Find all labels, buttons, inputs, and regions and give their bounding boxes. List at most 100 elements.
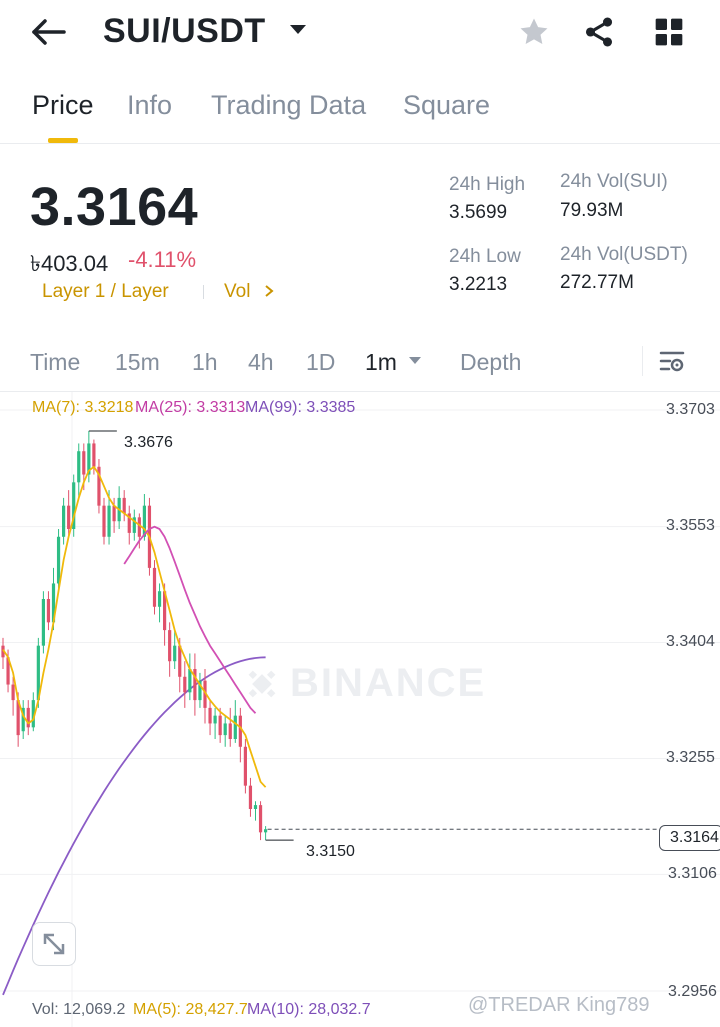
candle-body [203,680,207,708]
y-axis-label: 3.3255 [666,749,715,766]
candle-body [127,513,131,533]
candle-body [233,715,237,739]
fullscreen-button[interactable] [32,922,76,966]
low-marker-label: 3.3150 [306,843,355,860]
candle-body [228,723,232,739]
candle-body [77,451,81,483]
ma99-line [2,656,266,996]
tab-info[interactable]: Info [127,90,173,120]
candle-body [178,645,182,677]
candle-body [82,451,86,475]
header: SUI/USDT [0,0,720,68]
last-price: 3.3164 [30,177,199,237]
candle-body [122,497,126,514]
candle-body [142,505,146,537]
star-icon [520,18,548,45]
candle-body [152,567,157,607]
interval-1d[interactable]: 1D [306,349,336,375]
interval-15m[interactable]: 15m [115,349,160,375]
candle-body [62,505,66,537]
interval-4h[interactable]: 4h [248,349,274,375]
back-button[interactable] [28,12,72,52]
current-price-tag: 3.3164 [659,825,720,851]
candle-body [223,723,227,736]
caret-down-icon [409,357,422,364]
candle-body [183,676,187,693]
candle-body [46,599,51,623]
interval-separator [642,346,643,376]
main-tabs: Price Info Trading Data Square [0,86,720,143]
candle-body [67,505,71,529]
interval-1m-label: 1m [365,349,397,375]
ma25-line [123,525,257,714]
candle-body [238,715,242,747]
vol-ma5-legend: MA(5): 28,427.7 [133,1001,248,1018]
candle-body [92,443,96,467]
candle-body [248,785,253,809]
candle-body [102,505,106,537]
chevron-right-icon [265,285,274,297]
candle-body [72,482,76,529]
active-tab-indicator [48,138,78,143]
candle-body [6,657,10,685]
candle-body [31,700,35,728]
ma25-legend: MA(25): 3.3313 [135,399,246,416]
tab-square[interactable]: Square [403,90,491,120]
user-watermark: @TREDAR King789 [468,994,650,1016]
caret-down-icon [290,25,306,34]
more-button[interactable] [649,10,689,54]
candle-body [157,591,162,607]
grid-icon [655,18,683,46]
interval-1h[interactable]: 1h [192,349,218,375]
candle-body [97,466,101,506]
pair-selector-button[interactable] [287,20,309,40]
candle-body [188,669,192,693]
category-tag[interactable]: Layer 1 / Layer [42,281,169,302]
candle-body [264,829,268,833]
y-axis-label: 3.3404 [666,633,715,650]
high-marker-label: 3.3676 [124,434,173,451]
stat-vol-quote-label: 24h Vol(USDT) [560,244,688,265]
candle-body [26,707,30,728]
stat-high-label: 24h High [449,174,526,195]
tabs-divider [0,143,720,144]
vol-ma10-legend: MA(10): 28,032.7 [247,1001,371,1018]
chart-top-divider [0,391,720,392]
interval-1m[interactable]: 1m [365,349,422,376]
vol-legend: Vol: 12,069.2 [32,1001,126,1018]
candle-body [218,715,222,736]
candle-body [56,536,61,584]
y-axis-label: 3.3106 [668,865,717,882]
candle-body [258,805,263,833]
stat-low-label: 24h Low [449,246,521,267]
candle-body [163,591,167,631]
back-arrow-icon [32,19,66,45]
candle-body [253,805,258,809]
share-button[interactable] [579,10,619,54]
chart-settings-button[interactable] [656,346,688,378]
candle-body [198,680,202,701]
interval-time[interactable]: Time [30,349,81,375]
fiat-price: ৳403.04 [30,251,109,276]
candle-body [51,583,56,623]
stat-vol-base-label: 24h Vol(SUI) [560,171,668,192]
vol-tag[interactable]: Vol [224,281,276,303]
expand-icon [43,933,65,955]
candle-body [1,645,5,658]
interval-depth[interactable]: Depth [460,349,522,375]
favorite-button[interactable] [514,10,554,54]
stat-vol-quote-value: 272.77M [560,272,634,293]
candlestick-chart[interactable]: BINANCE [0,392,720,1027]
ma99-legend: MA(99): 3.3385 [245,399,356,416]
candle-body [87,443,91,475]
tab-price[interactable]: Price [32,90,94,120]
ma7-legend: MA(7): 3.3218 [32,399,134,416]
candle-body [107,505,111,537]
y-axis-label: 3.2956 [668,983,717,1000]
candle-body [21,707,25,732]
candle-body [137,517,141,537]
price-change-percent: -4.11% [128,247,197,272]
pair-title[interactable]: SUI/USDT [103,12,266,50]
tab-trading-data[interactable]: Trading Data [211,90,367,120]
candle-body [16,700,20,736]
